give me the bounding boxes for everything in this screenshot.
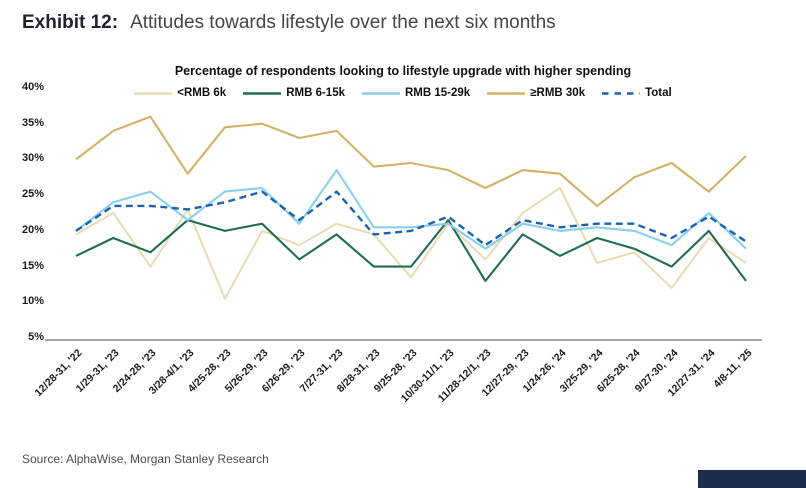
legend-item-rmb-15-29k: RMB 15-29k [362,87,470,99]
source-text: Source: AlphaWise, Morgan Stanley Resear… [22,452,269,466]
legend-label: Total [645,87,672,99]
legend-item-total: Total [602,87,672,99]
legend-label: RMB 15-29k [405,87,471,99]
y-tick-label: 10% [21,295,44,308]
y-tick-label: 30% [21,152,44,165]
legend-swatch [134,91,173,95]
legend-swatch [487,91,526,95]
legend-item-rmb-30k: ≥RMB 30k [487,87,585,99]
legend-label: <RMB 6k [177,87,227,99]
footer-logo-bar [698,470,806,488]
legend-swatch [243,91,282,95]
legend-item-rmb-6k: <RMB 6k [134,87,226,99]
legend-label: RMB 6-15k [286,87,345,99]
exhibit-heading: Exhibit 12: Attitudes towards lifestyle o… [22,12,556,34]
y-tick-label: 5% [28,331,44,343]
y-tick-label: 40% [21,81,44,93]
chart-title: Percentage of respondents looking to lif… [174,64,632,78]
legend-swatch [362,91,400,95]
series-line-rmb-15-29k [75,169,747,250]
legend-item-rmb-6-15k: RMB 6-15k [243,87,345,99]
y-tick-label: 35% [21,116,44,129]
series-line-total [75,190,747,247]
series-line-rmb-6k [75,186,747,300]
legend-swatch [602,91,641,95]
page-title: Attitudes towards lifestyle over the nex… [130,12,556,33]
series-line-rmb-30k [75,115,747,207]
y-tick-label: 20% [21,223,44,236]
y-tick-label: 25% [21,188,44,201]
y-tick-label: 15% [21,259,44,272]
chart-legend: <RMB 6k RMB 6-15k RMB 15-29k ≥RMB 30k Total [0,87,806,99]
exhibit-label: Exhibit 12: [22,12,119,33]
series-line-rmb-6-15k [75,219,747,282]
legend-label: ≥RMB 30k [530,87,586,99]
